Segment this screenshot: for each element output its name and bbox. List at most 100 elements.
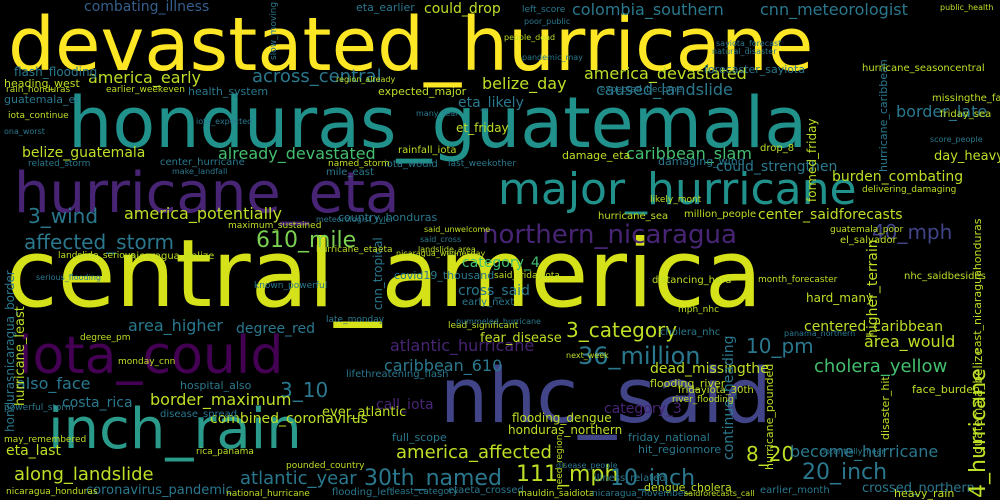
word: center_hurricane [160,157,245,168]
word: earlier_weekeven [106,85,185,95]
word: category_4 [462,255,540,271]
word: month_forecaster [758,275,838,285]
word: potentially_near [820,447,885,456]
word: nhc_said [440,351,772,440]
word: cnn_meteorologist [760,0,908,19]
word: dead_missingthe [650,361,769,377]
word: mile_east [326,167,374,178]
word: covid19_thousand [394,269,495,282]
word: national_hurricane [226,489,310,499]
word: nicaragua_honduras [6,487,98,497]
word: iota_could [18,326,284,386]
word: could_drop [424,1,501,17]
word: nicaragua_wednesday [396,249,486,258]
word: people_dead [504,33,556,42]
word: eta_last [6,443,61,459]
word: category_3 [604,401,682,417]
word: atlantic_year [240,468,357,489]
word: cross_said [458,283,530,299]
word: river_flooding [672,395,734,405]
word: northern_nicaragua [482,220,737,250]
word: poor_public [524,17,571,26]
word: panama_northern [784,329,856,338]
word: 610_mile [256,228,357,253]
word: mauldin_saidiota [518,489,595,499]
word: said_fridayiota [494,271,560,281]
word: ona_worst [4,127,45,136]
word: colombia_southern [572,0,724,19]
word: flooding_dengue [512,411,612,425]
word: 40_mph [872,220,953,244]
word: delivering_damaging [862,185,957,195]
word: fridayiota_30th [678,385,754,396]
word: disaster_hit [879,376,892,440]
word: fear_disease [480,331,562,346]
word: left_score [522,5,566,15]
word: central_america [6,220,763,329]
word: may_remembered [4,435,87,445]
word: already_devastated [218,144,376,163]
word: lifethreatening_flash [346,369,449,380]
word: hurricane_caribbean [877,59,890,172]
word: 3_10 [280,378,329,402]
word: degree_red [236,321,316,337]
word: hurricane_pounded [763,363,776,470]
word: disease_people [556,461,618,470]
word: rica_panama [196,447,254,457]
word: caribbean_610 [384,356,503,375]
word: also_face [16,374,91,393]
word: caused_landslide [596,80,733,99]
word: along_landslide [14,464,154,485]
word: named_storm [328,159,390,169]
word: 111_mph [516,462,619,487]
word: america_affected [396,442,552,463]
word: hurricane_sea [598,211,669,222]
word: iota_would [384,159,438,170]
word: known_powerful [254,281,328,291]
word: pandemic_may [522,53,583,62]
word: area_higher [128,316,223,335]
word: saidforecasts_call [684,489,755,498]
word: nicaragua_november [592,489,688,499]
word: center_saidforecasts [758,207,903,223]
word: flooding_left [332,487,394,498]
word: distancing_hard [652,275,732,286]
word: friday_sea [940,109,992,120]
word: become_hurricane [790,442,939,461]
word: serious_flooding [36,273,102,282]
word: iota_continue [8,111,69,121]
word: crossed_northern [862,481,975,496]
word: border_maximum [150,390,292,409]
word: america_potentially [124,204,282,223]
word: hurricane_eta [14,161,400,226]
word: friday_national [628,431,710,444]
word: forecaster_sayiota [704,63,806,76]
word: could_strengthen [716,159,838,175]
word: guatemala_belize [971,348,985,454]
word: belize_guatemala [22,145,146,161]
word: guatemala_el [4,93,79,106]
word: slow_moving [269,1,279,60]
word: 10_inch [610,466,696,491]
word: score_people [930,135,983,144]
word: heavy_rain [894,487,955,500]
word: earlier_month [760,485,830,496]
word: public_health [940,3,994,12]
word: rain_honduras [6,85,71,95]
word: el_salvador [840,235,897,246]
word: america_early [88,68,201,87]
word: drop_8 [760,143,795,154]
word: coronavirus_pandemic [86,483,233,498]
word: cholera_yellow [814,356,948,377]
word: least_category [392,487,459,497]
word: flash_flooding [14,65,98,79]
word: guatemala_poor [830,225,904,235]
word: higher_terrain [865,239,881,338]
word: devastated_hurricane [8,2,814,88]
word: et_friday [456,121,509,135]
word: hurricane_etaeta [316,245,393,255]
word: centered_caribbean [804,319,943,335]
word: next_week [566,351,609,360]
word: face_burden [912,383,980,396]
